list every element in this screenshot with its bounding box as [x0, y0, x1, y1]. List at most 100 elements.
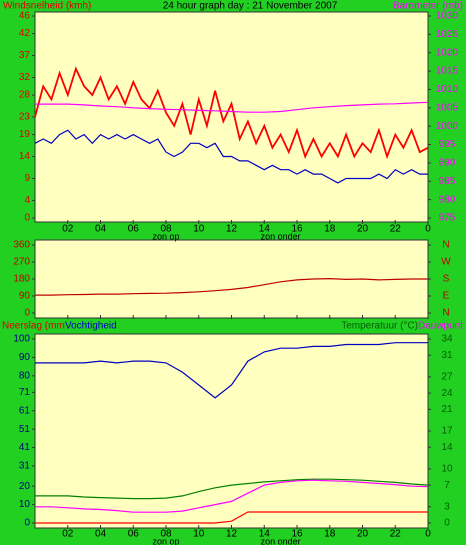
series-line	[35, 101, 429, 113]
y-tick-label: 0	[24, 308, 30, 319]
series-line	[35, 511, 428, 524]
x-tick-label: 10	[193, 224, 205, 235]
y2-tick-label: 27	[441, 372, 453, 383]
x-tick-label: 12	[226, 529, 238, 540]
x-tick-label: 16	[291, 224, 303, 235]
chart-title: 24 hour graph day : 21 November 2007	[163, 1, 338, 12]
y2-tick-label: 10	[441, 464, 453, 475]
y2-tick-label: 990	[439, 158, 456, 169]
y-tick-label: 23	[19, 112, 31, 123]
series-line	[34, 129, 428, 184]
y-tick-label: 10	[19, 499, 31, 510]
baro-axis-title: Barometer (mb)	[393, 1, 463, 12]
wind-axis-title: Windsnelheid (kmh)	[3, 1, 91, 12]
x-tick-label: 0	[425, 224, 431, 235]
x-tick-label: 14	[259, 224, 271, 235]
y-tick-label: 61	[19, 405, 31, 416]
y2-tick-label: 17	[441, 426, 453, 437]
x-tick-label: 02	[62, 529, 74, 540]
annotation: zon onder	[261, 536, 301, 545]
y-tick-label: 20	[19, 481, 31, 492]
annotation: zon op	[152, 231, 179, 241]
y2-tick-label: N	[442, 308, 449, 319]
y2-tick-label: E	[443, 291, 450, 302]
x-tick-label: 20	[357, 529, 369, 540]
humidity-axis-title: Vochtigheid	[65, 321, 117, 332]
x-tick-label: 02	[62, 224, 74, 235]
series-line	[35, 277, 428, 296]
x-tick-label: 18	[324, 529, 336, 540]
rain-axis-title: Neerslag (mm	[2, 321, 65, 332]
dew-axis-title: Dauwpunt	[418, 321, 463, 332]
y-tick-label: 80	[19, 370, 31, 381]
y2-tick-label: 34	[441, 334, 453, 345]
annotation: zon op	[152, 536, 179, 545]
y2-tick-label: 1000	[436, 121, 459, 132]
y-tick-label: 0	[24, 213, 30, 224]
x-tick-label: 12	[226, 224, 238, 235]
series-line	[35, 478, 429, 500]
y2-tick-label: 975	[439, 213, 456, 224]
y-tick-label: 31	[19, 461, 31, 472]
x-tick-label: 04	[95, 529, 107, 540]
x-tick-label: 04	[95, 224, 107, 235]
x-tick-label: 0	[425, 529, 431, 540]
x-tick-label: 08	[160, 224, 172, 235]
y-tick-label: 9	[24, 173, 30, 184]
y-tick-label: 19	[19, 129, 31, 140]
temp-axis-title: Temperatuur (°C)	[341, 321, 418, 332]
y-tick-label: 71	[19, 387, 31, 398]
y2-tick-label: 1010	[436, 84, 459, 95]
x-tick-label: 18	[324, 224, 336, 235]
x-tick-label: 06	[128, 529, 140, 540]
y2-tick-label: W	[441, 257, 451, 268]
series-line	[35, 342, 428, 399]
series-line	[34, 66, 429, 160]
series-line	[35, 479, 429, 513]
y2-tick-label: 7	[444, 480, 450, 491]
y2-tick-label: 995	[439, 139, 456, 150]
y-tick-label: 37	[19, 50, 31, 61]
y-tick-label: 90	[19, 291, 31, 302]
x-tick-label: 22	[390, 529, 402, 540]
y-tick-label: 4	[24, 195, 30, 206]
x-tick-label: 08	[160, 529, 172, 540]
y2-tick-label: 3	[444, 501, 450, 512]
y-tick-label: 270	[13, 257, 30, 268]
x-tick-label: 22	[390, 224, 402, 235]
y-tick-label: 46	[19, 11, 31, 22]
y2-tick-label: 24	[441, 388, 453, 399]
panel-humidity	[34, 333, 429, 529]
y2-tick-label: 21	[441, 404, 453, 415]
x-tick-label: 10	[193, 529, 205, 540]
y-tick-label: 90	[19, 352, 31, 363]
y-tick-label: 41	[19, 442, 31, 453]
x-tick-label: 16	[291, 529, 303, 540]
y2-tick-label: 985	[439, 176, 456, 187]
y-tick-label: 51	[19, 424, 31, 435]
y2-tick-label: N	[442, 240, 449, 251]
annotation: zon onder	[261, 231, 301, 241]
x-tick-label: 14	[259, 529, 271, 540]
y-tick-label: 360	[13, 240, 30, 251]
y-tick-label: 32	[19, 72, 31, 83]
y-tick-label: 14	[19, 151, 31, 162]
y2-tick-label: 1030	[436, 11, 459, 22]
y2-tick-label: S	[443, 274, 450, 285]
y2-tick-label: 1005	[436, 102, 459, 113]
y-tick-label: 0	[24, 518, 30, 529]
y-tick-label: 180	[13, 274, 30, 285]
y2-tick-label: 0	[444, 518, 450, 529]
x-tick-label: 06	[128, 224, 140, 235]
y2-tick-label: 980	[439, 194, 456, 205]
y-tick-label: 100	[13, 334, 30, 345]
y2-tick-label: 14	[441, 442, 453, 453]
y2-tick-label: 31	[441, 350, 453, 361]
y-tick-label: 42	[19, 28, 31, 39]
x-tick-label: 20	[357, 224, 369, 235]
panel-wind	[34, 11, 429, 223]
y2-tick-label: 1025	[436, 29, 459, 40]
y2-tick-label: 1020	[436, 47, 459, 58]
y2-tick-label: 1015	[436, 66, 459, 77]
